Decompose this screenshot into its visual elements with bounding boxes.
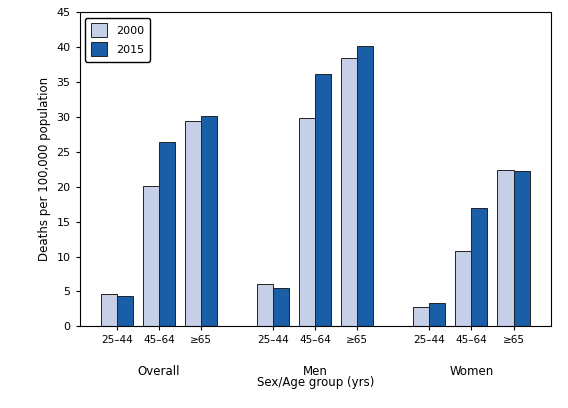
Bar bbox=[357, 46, 373, 326]
Bar bbox=[201, 115, 217, 326]
Text: Men: Men bbox=[303, 365, 328, 378]
Bar bbox=[513, 171, 529, 326]
Bar bbox=[414, 307, 429, 326]
Bar bbox=[117, 296, 133, 326]
Bar bbox=[498, 170, 513, 326]
Bar bbox=[471, 208, 487, 326]
X-axis label: Sex/Age group (yrs): Sex/Age group (yrs) bbox=[257, 376, 374, 389]
Bar bbox=[456, 251, 471, 326]
Bar bbox=[429, 304, 445, 326]
Bar bbox=[315, 74, 331, 326]
Bar bbox=[159, 142, 175, 326]
Bar bbox=[185, 121, 201, 326]
Bar bbox=[299, 118, 315, 326]
Bar bbox=[101, 294, 117, 326]
Text: Overall: Overall bbox=[138, 365, 180, 378]
Bar bbox=[341, 58, 357, 326]
Bar bbox=[257, 284, 273, 326]
Text: Women: Women bbox=[449, 365, 494, 378]
Legend: 2000, 2015: 2000, 2015 bbox=[85, 18, 150, 62]
Bar bbox=[273, 288, 289, 326]
Bar bbox=[143, 186, 159, 326]
Y-axis label: Deaths per 100,000 population: Deaths per 100,000 population bbox=[38, 77, 51, 262]
